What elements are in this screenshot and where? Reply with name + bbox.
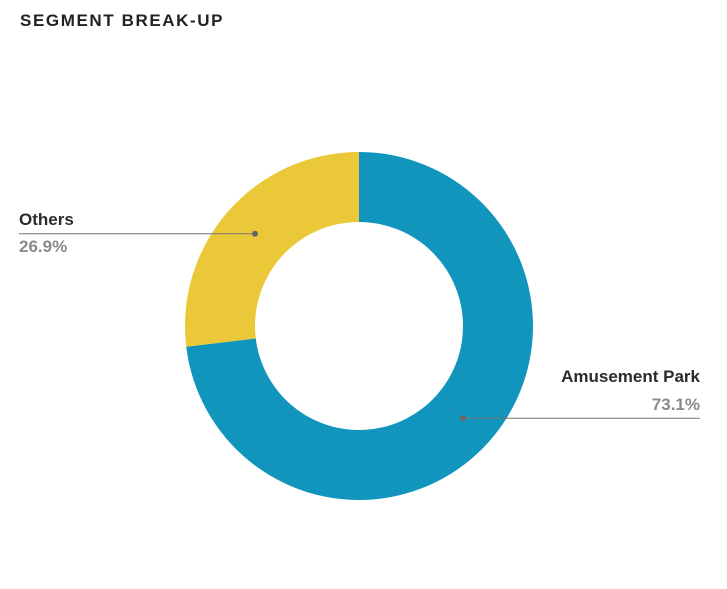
leader-dot-others xyxy=(252,230,259,237)
label-others-name: Others xyxy=(19,210,74,229)
chart-title: SEGMENT BREAK-UP xyxy=(20,11,225,30)
label-amusement-park-name: Amusement Park xyxy=(561,367,700,386)
leader-dot-amusement-park xyxy=(459,415,466,422)
slice-others xyxy=(185,152,359,347)
label-amusement-park-value: 73.1% xyxy=(651,395,700,414)
label-amusement-park: Amusement Park 73.1% xyxy=(540,363,700,418)
label-others-value: 26.9% xyxy=(19,237,68,256)
label-others: Others 26.9% xyxy=(19,206,74,260)
slice-amusement-park xyxy=(186,152,534,500)
